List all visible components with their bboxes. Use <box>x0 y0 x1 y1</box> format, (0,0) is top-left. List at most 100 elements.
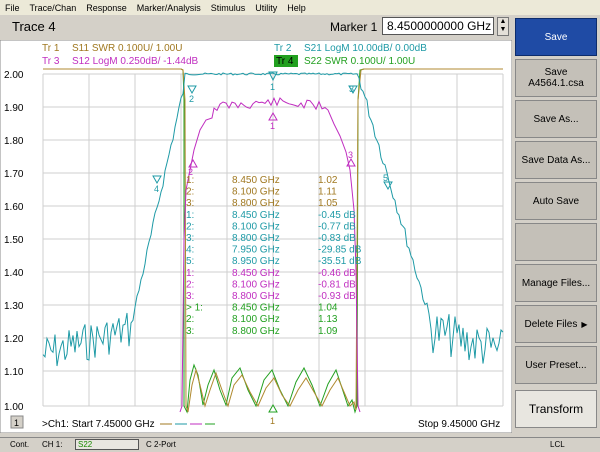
spin-down-icon[interactable]: ▼ <box>499 26 507 33</box>
menu-utility[interactable]: Utility <box>255 2 278 13</box>
save-as-button[interactable]: Save As... <box>515 100 597 138</box>
y-tick-label: 1.60 <box>4 202 24 213</box>
marker-row-index: > 1: <box>186 303 203 314</box>
menu-response[interactable]: Response <box>86 2 127 13</box>
marker-s21-3 <box>348 85 358 95</box>
trace2-id: Tr 2 <box>274 43 292 54</box>
marker-s21-4-label: 4 <box>154 184 159 194</box>
marker-row-index: 1: <box>186 175 194 186</box>
marker-label: Marker 1 <box>330 20 378 34</box>
menu-file[interactable]: File <box>5 2 20 13</box>
marker-s21-2 <box>187 85 197 95</box>
marker-row-value: 1.05 <box>318 198 338 209</box>
start-frequency: >Ch1: Start 7.45000 GHz <box>42 419 155 430</box>
status-lcl: LCL <box>550 440 565 449</box>
menu-stimulus[interactable]: Stimulus <box>210 2 246 13</box>
trace4-id: Tr 4 <box>276 56 294 67</box>
marker-row-frequency: 8.800 GHz <box>232 291 280 302</box>
trace3-desc: S12 LogM 0.250dB/ -1.44dB <box>72 56 199 67</box>
marker-s21-5 <box>383 181 393 191</box>
trace1-id: Tr 1 <box>42 43 60 54</box>
status-cont: Cont. <box>10 440 30 449</box>
marker-s21-3-label: 3 <box>349 84 354 94</box>
save-button[interactable]: Save <box>515 18 597 56</box>
marker-row-index: 4: <box>186 245 194 256</box>
marker-row-frequency: 8.450 GHz <box>232 268 280 279</box>
marker-s12-3 <box>346 157 356 167</box>
spin-up-icon[interactable]: ▲ <box>499 18 507 25</box>
delete-files-button[interactable]: Delete Files ▶ <box>515 305 597 343</box>
marker-s12-2 <box>188 158 198 168</box>
trace-title: Trace 4 <box>12 19 56 34</box>
marker-row-index: 3: <box>186 233 194 244</box>
auto-save-button[interactable]: Auto Save <box>515 182 597 220</box>
marker-frequency-input[interactable]: 8.4500000000 GHz <box>382 17 494 35</box>
marker-row-frequency: 8.950 GHz <box>232 256 280 267</box>
marker-row-frequency: 8.450 GHz <box>232 303 280 314</box>
marker-s22-1-label: 1 <box>270 416 275 426</box>
marker-s22-1 <box>268 403 278 413</box>
marker-row-index: 3: <box>186 198 194 209</box>
trace2-desc: S21 LogM 10.00dB/ 0.00dB <box>304 43 427 54</box>
marker-row-frequency: 8.800 GHz <box>232 198 280 209</box>
s22-trace <box>43 68 503 414</box>
marker-s12-1 <box>268 111 278 121</box>
marker-row-index: 3: <box>186 291 194 302</box>
marker-row-value: -35.51 dB <box>318 256 362 267</box>
menu-marker-analysis[interactable]: Marker/Analysis <box>136 2 201 13</box>
status-port: C 2-Port <box>146 440 176 449</box>
save-data-as-button[interactable]: Save Data As... <box>515 141 597 179</box>
user-preset-button[interactable]: User Preset... <box>515 346 597 384</box>
marker-s12-2-label: 2 <box>188 167 193 177</box>
marker-row-value: -0.93 dB <box>318 291 356 302</box>
trace3-id: Tr 3 <box>42 56 60 67</box>
marker-row-index: 2: <box>186 314 194 325</box>
marker-row-value: 1.02 <box>318 175 338 186</box>
manage-files-button[interactable]: Manage Files... <box>515 264 597 302</box>
marker-row-index: 5: <box>186 256 194 267</box>
menu-trace-chan[interactable]: Trace/Chan <box>29 2 77 13</box>
marker-s21-1 <box>268 71 278 82</box>
y-tick-label: 1.30 <box>4 301 24 312</box>
s21-trace <box>42 72 504 367</box>
marker-row-index: 2: <box>186 187 194 198</box>
marker-row-index: 3: <box>186 326 194 337</box>
softkey-panel: Save Save A4564.1.csa Save As... Save Dat… <box>512 15 600 437</box>
save-file-button[interactable]: Save A4564.1.csa <box>515 59 597 97</box>
trace4-desc: S22 SWR 0.100U/ 1.00U <box>304 56 415 67</box>
submenu-arrow-icon: ▶ <box>581 319 588 329</box>
marker-row-frequency: 8.100 GHz <box>232 279 280 290</box>
channel-badge <box>10 415 24 429</box>
s11-trace <box>43 68 503 413</box>
marker-row-frequency: 8.450 GHz <box>232 175 280 186</box>
status-channel: CH 1: <box>42 440 63 449</box>
marker-flags: 2 1 3 4 5 2 1 3 1 <box>152 71 393 426</box>
marker-row-frequency: 8.800 GHz <box>232 233 280 244</box>
empty-softkey[interactable] <box>515 223 597 261</box>
s12-trace <box>179 97 361 413</box>
transform-button[interactable]: Transform <box>515 390 597 428</box>
marker-row-value: -0.81 dB <box>318 279 356 290</box>
y-tick-label: 1.90 <box>4 103 24 114</box>
marker-spinner[interactable]: ▲ ▼ <box>497 17 509 36</box>
stop-frequency: Stop 9.45000 GHz <box>418 419 500 430</box>
marker-row-index: 2: <box>186 279 194 290</box>
marker-row-value: 1.09 <box>318 326 338 337</box>
y-axis-labels: 2.00 1.90 1.80 1.70 1.60 1.50 1.40 1.30 1.20 1.10… <box>4 70 24 413</box>
marker-row-value: -0.83 dB <box>318 233 356 244</box>
marker-row-index: 1: <box>186 210 194 221</box>
y-tick-label: 1.80 <box>4 136 24 147</box>
marker-row-value: 1.04 <box>318 303 338 314</box>
y-tick-label: 1.70 <box>4 169 24 180</box>
marker-readout-table: 1: 8.450 GHz 1.02 2: 8.100 GHz 1.11 3: 8.800 GH… <box>186 175 362 337</box>
y-tick-label: 1.50 <box>4 235 24 246</box>
marker-s12-1-label: 1 <box>270 121 275 131</box>
status-bar: Cont. CH 1: S22 C 2-Port LCL <box>0 437 600 452</box>
menu-help[interactable]: Help <box>287 2 306 13</box>
status-param-box[interactable]: S22 <box>75 439 139 450</box>
menu-bar: File Trace/Chan Response Marker/Analysis… <box>0 0 600 15</box>
y-tick-label: 1.10 <box>4 367 24 378</box>
trace-plot[interactable]: 2.00 1.90 1.80 1.70 1.60 1.50 1.40 1.30 1.20 1.10… <box>0 40 512 433</box>
marker-row-frequency: 8.800 GHz <box>232 326 280 337</box>
y-tick-label: 1.20 <box>4 334 24 345</box>
